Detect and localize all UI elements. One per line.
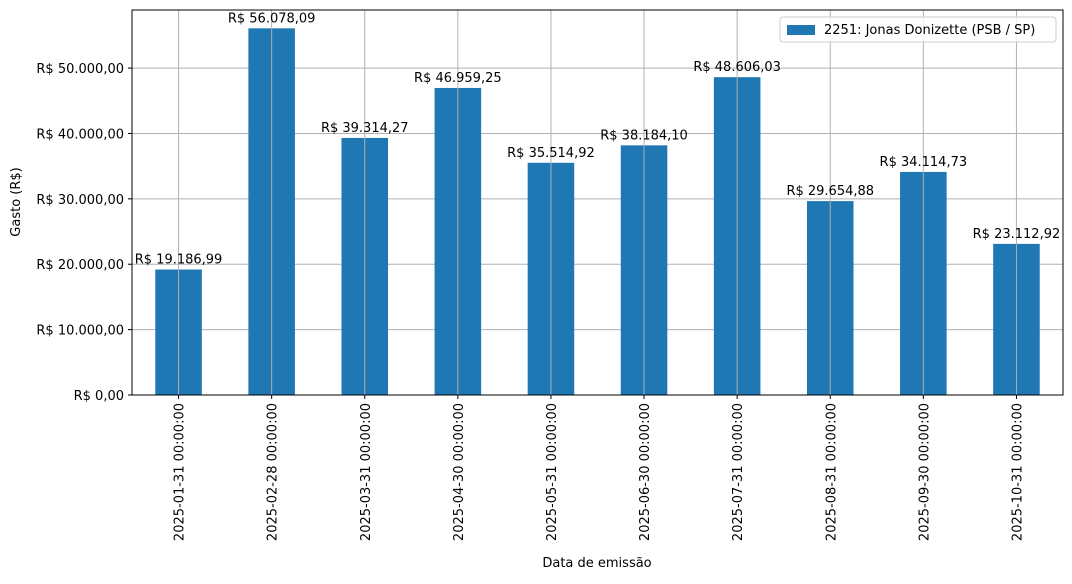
legend-label: 2251: Jonas Donizette (PSB / SP) — [824, 23, 1035, 38]
y-axis: R$ 0,00 R$ 10.000,00 R$ 20.000,00 R$ 30.000… — [36, 62, 132, 404]
y-tick-label: R$ 10.000,00 — [36, 324, 124, 339]
legend: 2251: Jonas Donizette (PSB / SP) — [779, 16, 1057, 43]
y-tick-label: R$ 50.000,00 — [36, 62, 124, 77]
data-label: R$ 39.314,27 — [321, 121, 409, 136]
legend-box — [779, 16, 1057, 43]
x-tick-label: 2025-04-30 00:00:00 — [452, 403, 467, 541]
x-axis-label: Data de emissão — [542, 556, 651, 571]
data-label: R$ 48.606,03 — [693, 60, 781, 75]
x-tick-label: 2025-01-31 00:00:00 — [173, 403, 188, 541]
y-axis-label: Gasto (R$) — [9, 167, 24, 236]
x-axis: 2025-01-31 00:00:00 2025-02-28 00:00:00 20… — [173, 395, 1025, 541]
data-label: R$ 46.959,25 — [414, 71, 502, 86]
data-label: R$ 23.112,92 — [973, 227, 1061, 242]
x-tick-label: 2025-10-31 00:00:00 — [1010, 403, 1025, 541]
x-tick-label: 2025-08-31 00:00:00 — [824, 403, 839, 541]
legend-swatch — [787, 25, 815, 35]
data-labels: R$ 19.186,99 R$ 56.078,09 R$ 39.314,27 R$ 4… — [135, 11, 1061, 267]
y-tick-label: R$ 40.000,00 — [36, 127, 124, 142]
x-tick-label: 2025-07-31 00:00:00 — [731, 403, 746, 541]
y-tick-label: R$ 20.000,00 — [36, 258, 124, 273]
x-tick-label: 2025-05-31 00:00:00 — [545, 403, 560, 541]
x-tick-label: 2025-06-30 00:00:00 — [638, 403, 653, 541]
plot-frame — [131, 9, 1064, 396]
overlay — [178, 10, 1017, 395]
x-tick-label: 2025-09-30 00:00:00 — [917, 403, 932, 541]
y-tick-label: R$ 30.000,00 — [36, 193, 124, 208]
data-label: R$ 29.654,88 — [786, 184, 874, 199]
data-label: R$ 19.186,99 — [135, 253, 223, 268]
data-label: R$ 35.514,92 — [507, 146, 595, 161]
x-tick-label: 2025-03-31 00:00:00 — [359, 403, 374, 541]
data-label: R$ 56.078,09 — [228, 11, 316, 26]
data-label: R$ 34.114,73 — [880, 155, 968, 170]
data-label: R$ 38.184,10 — [600, 128, 688, 143]
y-tick-label: R$ 0,00 — [74, 389, 124, 404]
x-tick-label: 2025-02-28 00:00:00 — [266, 403, 281, 541]
